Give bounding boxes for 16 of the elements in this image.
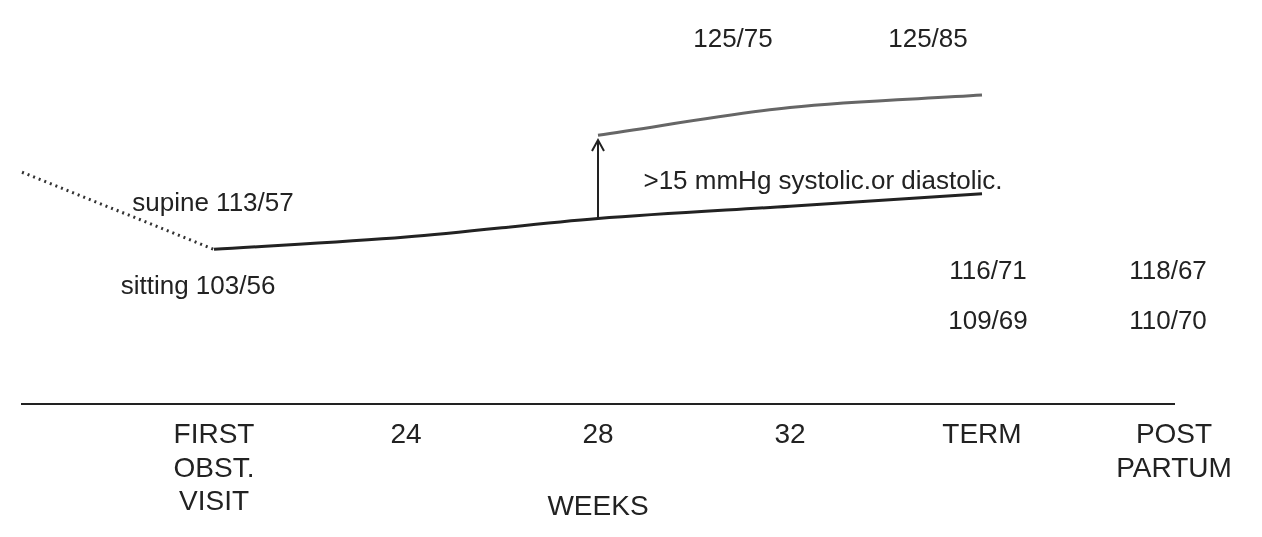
x-tick-label: 24 xyxy=(390,418,422,450)
annotation: 118/67 xyxy=(1129,255,1207,286)
x-tick-label: TERM xyxy=(942,418,1022,450)
annotation: supine 113/57 xyxy=(132,187,294,218)
x-tick-label: POST PARTUM xyxy=(1116,418,1232,483)
x-tick-label: FIRST OBST. VISIT xyxy=(173,418,255,517)
text: 125/75 xyxy=(693,23,773,54)
annotation: 109/69 xyxy=(948,305,1028,336)
annotation: sitting 103/56 xyxy=(120,270,276,301)
x-tick-label: 32 xyxy=(774,418,806,450)
x-tick-label: 28 xyxy=(582,418,614,450)
x-axis-title: WEEKS xyxy=(547,489,649,521)
annotation: 110/70 xyxy=(1129,305,1207,336)
annotation: 116/71 xyxy=(949,255,1027,286)
text: 125/85 xyxy=(888,23,968,54)
annotation: >15 mmHg systolic.or diastolic. xyxy=(643,165,1003,196)
